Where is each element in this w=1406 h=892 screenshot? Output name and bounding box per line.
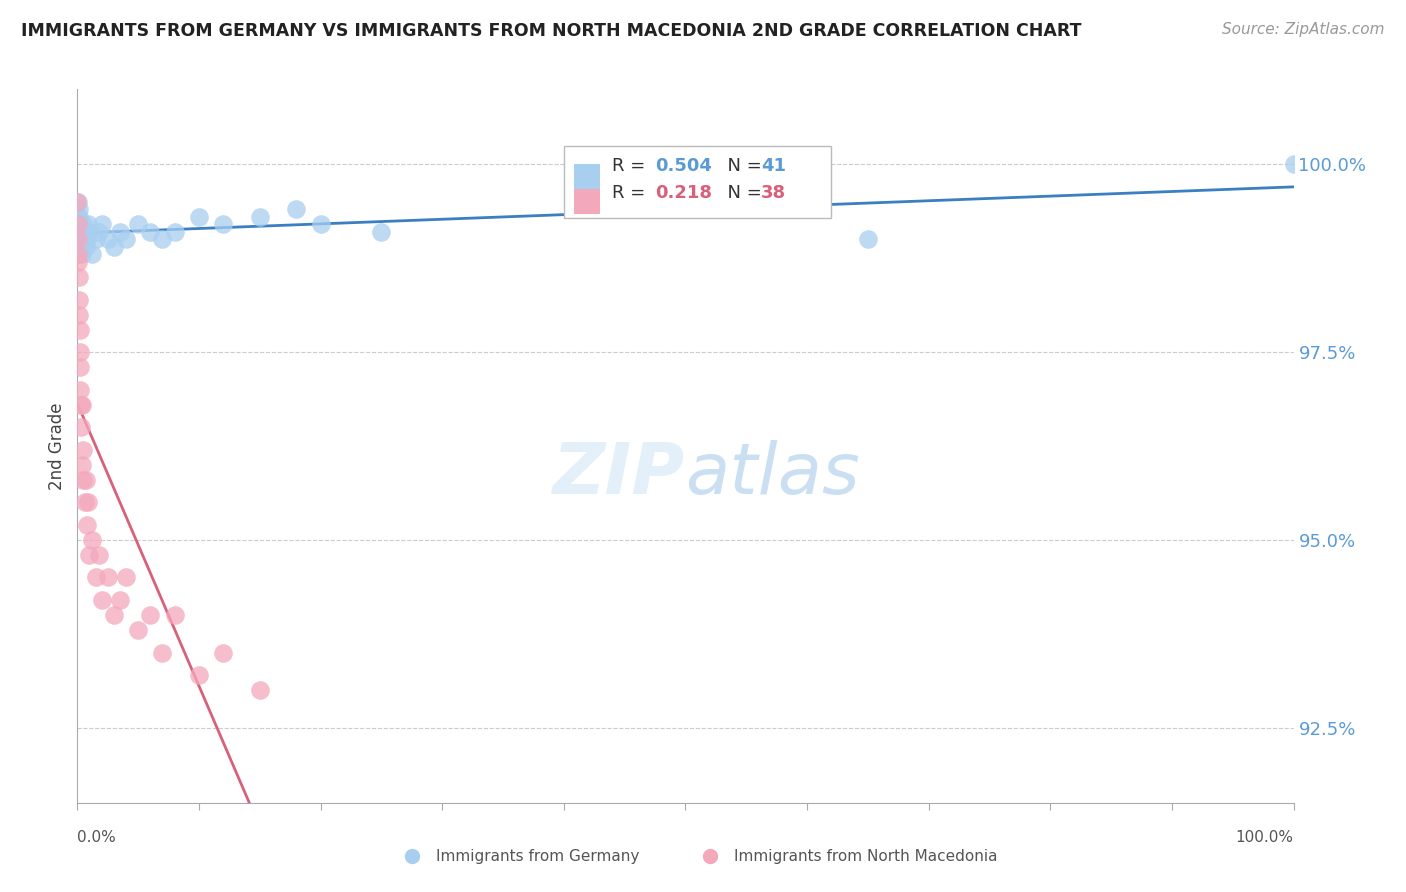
Text: Immigrants from Germany: Immigrants from Germany: [436, 849, 640, 863]
Point: [212, 646, 235, 660]
Point: [97, 232, 120, 246]
Point: [70, 247, 93, 261]
Point: [72, 218, 94, 232]
Point: [1282, 157, 1305, 171]
Point: [163, 607, 186, 622]
Text: R =: R =: [613, 184, 651, 202]
Point: [75, 240, 97, 254]
Point: [70, 240, 93, 254]
Point: [90, 593, 112, 607]
Point: [127, 218, 149, 232]
Point: [67, 210, 90, 224]
Point: [188, 668, 211, 682]
Text: 100.0%: 100.0%: [1236, 830, 1294, 845]
Point: [79, 225, 101, 239]
Point: [69, 398, 91, 412]
Point: [67, 202, 90, 217]
Point: [67, 293, 90, 307]
Point: [69, 345, 91, 359]
Point: [67, 210, 90, 224]
Point: [79, 548, 101, 562]
Point: [69, 225, 91, 239]
Point: [69, 232, 91, 246]
Point: [67, 270, 90, 285]
Text: Immigrants from North Macedonia: Immigrants from North Macedonia: [734, 849, 998, 863]
Point: [139, 607, 162, 622]
Point: [77, 218, 100, 232]
Point: [89, 225, 111, 239]
Point: [152, 646, 174, 660]
Point: [108, 225, 131, 239]
Point: [188, 210, 211, 224]
Text: Source: ZipAtlas.com: Source: ZipAtlas.com: [1222, 22, 1385, 37]
Point: [285, 202, 308, 217]
Point: [69, 383, 91, 397]
Text: N =: N =: [716, 157, 768, 175]
Point: [72, 442, 94, 457]
Point: [163, 225, 186, 239]
Point: [67, 247, 90, 261]
Point: [212, 218, 235, 232]
Point: [249, 210, 271, 224]
Point: [67, 308, 90, 322]
Point: [103, 607, 125, 622]
Point: [70, 458, 93, 472]
Text: IMMIGRANTS FROM GERMANY VS IMMIGRANTS FROM NORTH MACEDONIA 2ND GRADE CORRELATION: IMMIGRANTS FROM GERMANY VS IMMIGRANTS FR…: [21, 22, 1081, 40]
Y-axis label: 2nd Grade: 2nd Grade: [48, 402, 66, 490]
Point: [108, 593, 131, 607]
Text: N =: N =: [716, 184, 768, 202]
Point: [80, 533, 103, 547]
Point: [84, 232, 107, 246]
Point: [69, 232, 91, 246]
Text: R =: R =: [613, 157, 651, 175]
Point: [66, 194, 89, 209]
Point: [67, 218, 90, 232]
Point: [84, 570, 107, 584]
Point: [77, 495, 100, 509]
Point: [73, 225, 96, 239]
Point: [70, 398, 93, 412]
Text: 0.218: 0.218: [655, 184, 711, 202]
Point: [66, 194, 89, 209]
Point: [103, 240, 125, 254]
Point: [72, 232, 94, 246]
Point: [90, 218, 112, 232]
Text: 0.0%: 0.0%: [77, 830, 117, 845]
Point: [66, 218, 89, 232]
FancyBboxPatch shape: [574, 189, 600, 214]
Point: [76, 232, 98, 246]
Point: [70, 225, 93, 239]
Point: [249, 683, 271, 698]
Point: [127, 623, 149, 637]
Point: [309, 218, 332, 232]
Point: [80, 247, 103, 261]
Point: [89, 548, 111, 562]
Point: [76, 517, 98, 532]
Point: [69, 218, 91, 232]
Point: [66, 232, 89, 246]
Point: [97, 570, 120, 584]
Point: [72, 473, 94, 487]
Point: [75, 473, 97, 487]
Text: ZIP: ZIP: [553, 440, 686, 509]
Point: [856, 232, 879, 246]
Text: atlas: atlas: [686, 440, 860, 509]
Point: [370, 225, 392, 239]
FancyBboxPatch shape: [564, 146, 831, 218]
Text: 0.504: 0.504: [655, 157, 711, 175]
Point: [66, 232, 89, 246]
FancyBboxPatch shape: [574, 164, 600, 189]
Point: [69, 225, 91, 239]
Point: [115, 570, 138, 584]
Point: [67, 255, 90, 269]
Text: 41: 41: [761, 157, 786, 175]
Point: [139, 225, 162, 239]
Point: [115, 232, 138, 246]
Text: 38: 38: [761, 184, 786, 202]
Point: [70, 420, 93, 434]
Point: [73, 495, 96, 509]
Point: [69, 360, 91, 375]
Point: [69, 322, 91, 336]
Point: [152, 232, 174, 246]
